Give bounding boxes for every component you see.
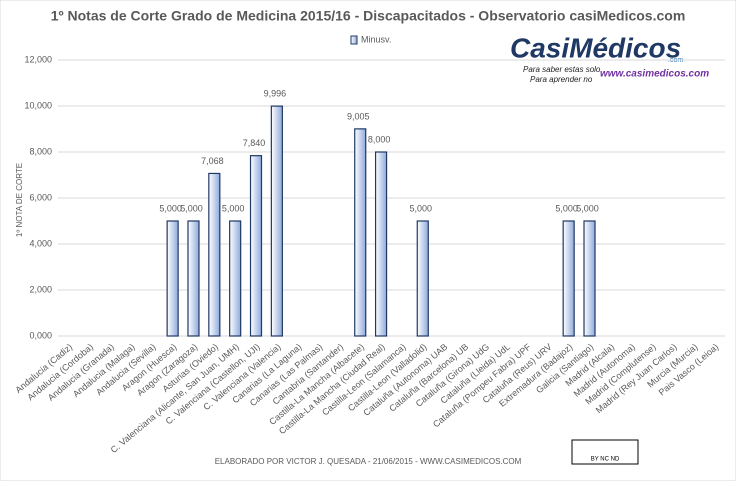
value-label: 5,000	[576, 203, 599, 213]
y-tick-label: 2,000	[29, 284, 52, 294]
y-tick-label: 6,000	[29, 192, 52, 202]
y-tick-label: 8,000	[29, 146, 52, 156]
license-badge	[571, 439, 639, 465]
y-tick-label: 12,000	[24, 54, 52, 64]
bar	[416, 220, 429, 337]
logo: CasiMédicos .com Para saber estas solo. …	[510, 32, 709, 84]
value-label: 5,000	[222, 203, 245, 213]
logo-line1: Para saber estas solo.	[523, 65, 603, 74]
value-label: 7,840	[243, 138, 266, 148]
bar	[249, 155, 263, 337]
value-label: 9,005	[347, 111, 370, 121]
bar	[166, 220, 179, 337]
bar	[208, 172, 221, 337]
value-label: 5,000	[159, 203, 182, 213]
footer: ELABORADO POR VICTOR J. QUESADA - 21/06/…	[215, 457, 522, 466]
logo-name: CasiMédicos	[510, 32, 681, 63]
bar	[583, 220, 596, 337]
legend-swatch	[350, 35, 358, 45]
y-tick-label: 0,000	[29, 330, 52, 340]
y-tick-label: 4,000	[29, 238, 52, 248]
bar	[354, 128, 367, 337]
legend-label: Minusv.	[361, 34, 391, 44]
value-label: 7,068	[201, 156, 224, 166]
value-label: 5,000	[410, 203, 433, 213]
value-label: 5,000	[555, 203, 578, 213]
bar	[229, 220, 242, 337]
license-text: BY NC ND	[591, 457, 620, 463]
value-label: 9,996	[264, 88, 287, 98]
logo-line2: Para aprender no	[530, 75, 593, 84]
bar	[187, 220, 200, 337]
y-tick-label: 10,000	[24, 100, 52, 110]
value-label: 5,000	[180, 203, 203, 213]
bar	[270, 105, 283, 337]
bar	[374, 151, 388, 337]
bar	[562, 220, 575, 337]
logo-url: www.casimedicos.com	[600, 69, 709, 80]
y-axis-label: 1º NOTA DE CORTE	[15, 163, 24, 237]
value-label: 8,000	[368, 134, 391, 144]
chart-title: 1º Notas de Corte Grado de Medicina 2015…	[51, 8, 686, 24]
